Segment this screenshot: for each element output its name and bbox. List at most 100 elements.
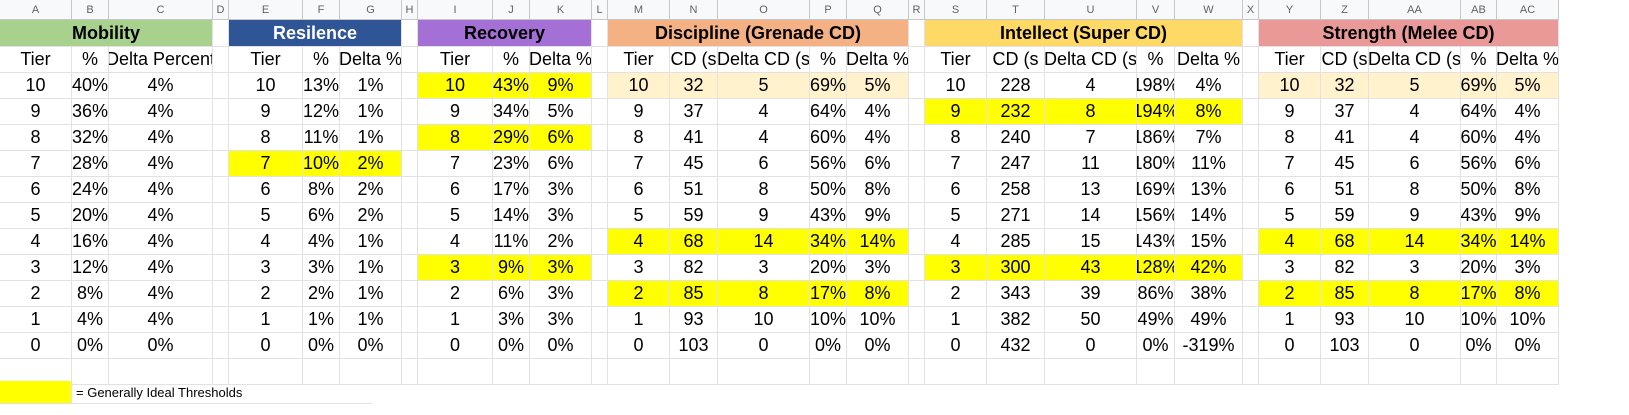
table-cell[interactable]: 3% (493, 307, 530, 333)
table-cell[interactable]: 6% (530, 125, 592, 151)
table-cell[interactable]: 9 (0, 99, 72, 125)
table-cell[interactable]: 247 (987, 151, 1045, 177)
table-cell[interactable]: 14 (718, 229, 810, 255)
spacer-cell[interactable] (1243, 177, 1259, 203)
table-cell[interactable]: 2 (418, 281, 493, 307)
table-cell[interactable]: 4% (847, 125, 909, 151)
table-cell[interactable]: 10 (229, 73, 303, 99)
spacer-cell[interactable] (909, 151, 925, 177)
table-cell[interactable]: 16% (72, 229, 109, 255)
table-cell[interactable]: 9 (925, 99, 987, 125)
table-cell[interactable]: 9 (1259, 99, 1321, 125)
table-cell[interactable]: 4% (1497, 99, 1559, 125)
column-label[interactable]: Tier (1259, 47, 1321, 73)
table-cell[interactable]: 32 (670, 73, 718, 99)
table-cell[interactable]: 3 (1369, 255, 1461, 281)
spacer-cell[interactable] (592, 47, 608, 73)
table-cell[interactable]: 43% (810, 203, 847, 229)
table-cell[interactable]: 1% (340, 229, 402, 255)
column-label[interactable]: Delta CD (s (718, 47, 810, 73)
spacer-cell[interactable] (402, 125, 418, 151)
table-cell[interactable]: 3% (530, 281, 592, 307)
table-cell[interactable]: 4 (718, 99, 810, 125)
table-cell[interactable]: 8% (303, 177, 340, 203)
table-cell[interactable]: 40% (72, 73, 109, 99)
table-cell[interactable]: 8 (718, 281, 810, 307)
column-header-k[interactable]: K (530, 0, 592, 20)
table-cell[interactable]: 85 (670, 281, 718, 307)
table-cell[interactable]: 69% (1461, 73, 1497, 99)
table-cell[interactable]: 3 (608, 255, 670, 281)
table-cell[interactable]: 2% (340, 177, 402, 203)
table-cell[interactable]: 7 (608, 151, 670, 177)
table-cell[interactable]: 0% (72, 333, 109, 359)
table-cell[interactable]: 4% (109, 203, 213, 229)
table-cell[interactable]: 10% (810, 307, 847, 333)
table-cell[interactable]: 14 (1045, 203, 1137, 229)
spacer-cell[interactable] (1243, 99, 1259, 125)
table-cell[interactable]: 0% (1461, 333, 1497, 359)
column-header-v[interactable]: V (1137, 0, 1175, 20)
table-cell[interactable]: 0 (608, 333, 670, 359)
spacer-cell[interactable] (1243, 203, 1259, 229)
column-label[interactable]: % (1137, 47, 1175, 73)
table-cell[interactable]: 3 (925, 255, 987, 281)
table-cell[interactable]: 51 (670, 177, 718, 203)
empty-cell[interactable] (109, 359, 213, 385)
table-cell[interactable]: 34% (493, 99, 530, 125)
table-cell[interactable]: 4 (1369, 125, 1461, 151)
table-cell[interactable]: 6 (418, 177, 493, 203)
table-cell[interactable]: 432 (987, 333, 1045, 359)
spacer-cell[interactable] (213, 229, 229, 255)
table-cell[interactable]: 4 (1259, 229, 1321, 255)
column-label[interactable]: Tier (229, 47, 303, 73)
table-cell[interactable]: 10 (418, 73, 493, 99)
table-cell[interactable]: 1 (229, 307, 303, 333)
table-cell[interactable]: 1 (925, 307, 987, 333)
column-label[interactable]: Delta Percent (109, 47, 213, 73)
spacer-cell[interactable] (213, 359, 229, 385)
table-cell[interactable]: 6 (925, 177, 987, 203)
table-cell[interactable]: 9 (418, 99, 493, 125)
empty-cell[interactable] (1045, 359, 1137, 385)
table-cell[interactable]: 103 (670, 333, 718, 359)
spacer-cell[interactable] (909, 125, 925, 151)
column-header-l[interactable]: L (592, 0, 608, 20)
table-cell[interactable]: 45 (670, 151, 718, 177)
table-cell[interactable]: 10 (1259, 73, 1321, 99)
empty-cell[interactable] (810, 359, 847, 385)
empty-cell[interactable] (718, 359, 810, 385)
table-cell[interactable]: 6% (530, 151, 592, 177)
table-cell[interactable]: 7 (1259, 151, 1321, 177)
column-label[interactable]: Delta % (530, 47, 592, 73)
spacer-cell[interactable] (213, 47, 229, 73)
table-cell[interactable]: 50% (1461, 177, 1497, 203)
table-cell[interactable]: 10 (0, 73, 72, 99)
table-cell[interactable]: 3% (847, 255, 909, 281)
column-label[interactable]: Delta CD (s (1045, 47, 1137, 73)
table-cell[interactable]: 9 (718, 203, 810, 229)
column-label[interactable]: Delta % (340, 47, 402, 73)
spacer-cell[interactable] (402, 255, 418, 281)
table-cell[interactable]: 59 (670, 203, 718, 229)
table-cell[interactable]: 17% (810, 281, 847, 307)
column-label[interactable]: Delta CD (s (1369, 47, 1461, 73)
table-cell[interactable]: 4% (109, 125, 213, 151)
table-cell[interactable]: 1% (340, 73, 402, 99)
table-cell[interactable]: 7 (0, 151, 72, 177)
table-cell[interactable]: 82 (670, 255, 718, 281)
table-cell[interactable]: 13 (1045, 177, 1137, 203)
column-header-x[interactable]: X (1243, 0, 1259, 20)
table-cell[interactable]: 0 (718, 333, 810, 359)
spacer-cell[interactable] (592, 177, 608, 203)
spacer-cell[interactable] (402, 229, 418, 255)
spacer-cell[interactable] (1243, 281, 1259, 307)
table-cell[interactable]: 3 (229, 255, 303, 281)
table-cell[interactable]: 2 (0, 281, 72, 307)
table-cell[interactable]: 232 (987, 99, 1045, 125)
table-cell[interactable]: 4% (1497, 125, 1559, 151)
table-cell[interactable]: 8 (718, 177, 810, 203)
table-cell[interactable]: 186% (1137, 125, 1175, 151)
spacer-cell[interactable] (592, 359, 608, 385)
table-cell[interactable]: 86% (1137, 281, 1175, 307)
